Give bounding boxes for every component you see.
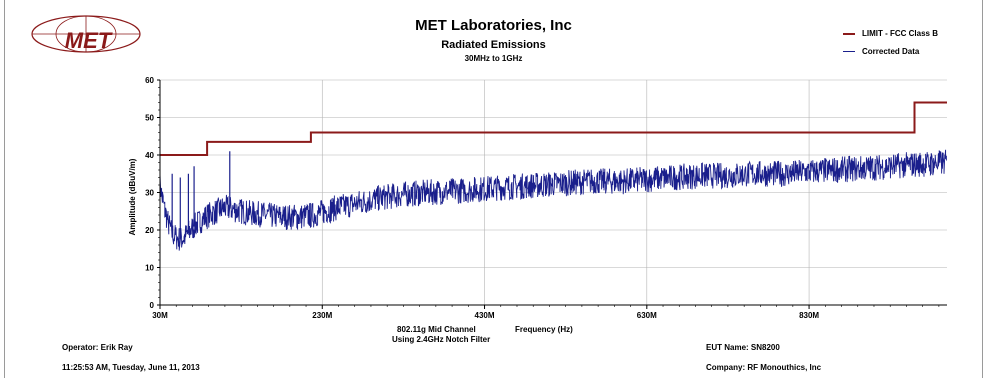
report-title: MET Laboratories, Inc: [415, 17, 572, 34]
series-limit-fcc-class-b: [160, 101, 947, 156]
legend-label-limit: LIMIT - FCC Class B: [862, 29, 939, 38]
company-label: Company: RF Monouthics, Inc: [706, 363, 822, 372]
x-note-filter: Using 2.4GHz Notch Filter: [392, 335, 491, 344]
y-tick-label: 0: [150, 301, 155, 310]
met-logo: MET: [31, 15, 141, 53]
report-frame: [4, 0, 983, 378]
legend-item-limit: LIMIT - FCC Class B: [843, 29, 939, 38]
report-subtitle: Radiated Emissions: [441, 39, 546, 51]
y-tick-label: 10: [145, 264, 154, 273]
x-axis-label: Frequency (Hz): [515, 325, 573, 334]
y-tick-label: 40: [145, 151, 154, 160]
legend-label-data: Corrected Data: [862, 47, 920, 56]
y-tick-label: 50: [145, 114, 154, 123]
x-tick-label: 430M: [475, 311, 495, 320]
operator-label: Operator: Erik Ray: [62, 343, 133, 352]
limit-swatch: [843, 33, 855, 35]
y-axis-label: Amplitude (dBuV/m): [128, 158, 137, 235]
y-tick-label: 20: [145, 226, 154, 235]
data-swatch: [843, 51, 855, 52]
x-tick-label: 30M: [152, 311, 168, 320]
series-corrected-data: [159, 149, 947, 251]
x-tick-label: 630M: [637, 311, 657, 320]
frequency-range: 30MHz to 1GHz: [464, 54, 523, 63]
eut-name-label: EUT Name: SN8200: [706, 343, 780, 352]
x-tick-label: 830M: [799, 311, 819, 320]
legend-item-data: Corrected Data: [843, 47, 920, 56]
x-note-channel: 802.11g Mid Channel: [397, 325, 476, 334]
y-tick-label: 60: [145, 76, 154, 85]
logo-text: MET: [65, 28, 113, 53]
y-tick-label: 30: [145, 189, 154, 198]
timestamp-label: 11:25:53 AM, Tuesday, June 11, 2013: [62, 363, 200, 372]
x-tick-label: 230M: [312, 311, 332, 320]
